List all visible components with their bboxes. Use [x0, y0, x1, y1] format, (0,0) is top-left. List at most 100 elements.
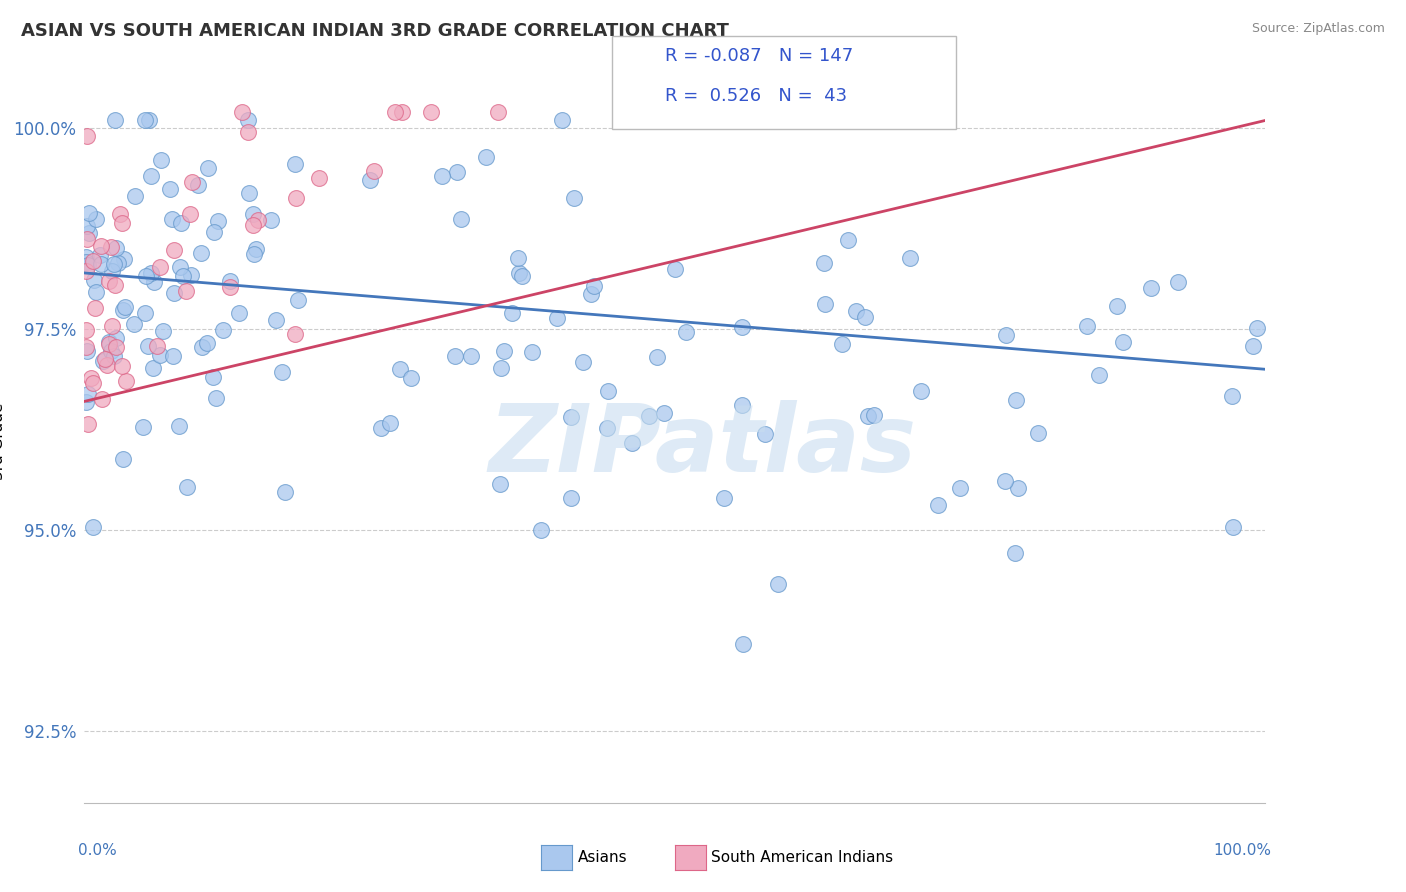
Point — [512, 269, 534, 284]
Point — [551, 113, 574, 128]
Point — [994, 327, 1017, 342]
Point — [475, 150, 498, 164]
Point — [713, 491, 735, 505]
Point — [77, 227, 100, 241]
Point — [180, 268, 202, 283]
Point — [308, 170, 330, 185]
Point — [149, 153, 172, 168]
Point — [77, 387, 100, 401]
Text: R =  0.526   N =  43: R = 0.526 N = 43 — [665, 87, 848, 105]
Point — [652, 406, 675, 420]
Point — [530, 524, 553, 538]
Point — [100, 240, 122, 254]
Point — [284, 327, 307, 342]
Point — [84, 212, 107, 227]
Point — [122, 317, 145, 331]
Point — [845, 303, 868, 318]
Point — [104, 278, 127, 293]
Point — [450, 212, 472, 227]
Point — [169, 260, 191, 275]
Point — [236, 125, 259, 139]
Point — [1140, 281, 1163, 295]
Point — [219, 280, 242, 294]
Point — [391, 105, 413, 120]
Point — [82, 519, 104, 533]
Point — [76, 219, 98, 233]
Point — [135, 269, 157, 284]
Point — [103, 349, 125, 363]
Point — [508, 266, 530, 280]
Point — [172, 268, 194, 283]
Point — [91, 392, 114, 407]
Point — [284, 157, 307, 171]
Point — [167, 418, 190, 433]
Point — [94, 351, 117, 366]
Point — [389, 362, 412, 376]
Point — [75, 394, 97, 409]
Text: 0.0%: 0.0% — [79, 843, 117, 857]
Point — [100, 264, 122, 278]
Point — [460, 349, 482, 363]
Point — [581, 287, 603, 301]
Point — [139, 266, 162, 280]
Point — [89, 247, 111, 261]
Point — [107, 256, 129, 270]
Y-axis label: 3rd Grade: 3rd Grade — [0, 403, 6, 480]
Point — [572, 355, 595, 369]
Point — [190, 246, 212, 260]
Text: Source: ZipAtlas.com: Source: ZipAtlas.com — [1251, 22, 1385, 36]
Point — [858, 409, 880, 424]
Point — [98, 335, 121, 350]
Point — [163, 285, 186, 300]
Point — [384, 105, 406, 120]
Point — [76, 128, 98, 143]
Point — [287, 293, 309, 307]
Point — [1004, 546, 1026, 560]
Point — [444, 349, 467, 363]
Point — [1076, 319, 1098, 334]
Point — [174, 284, 197, 298]
Point — [813, 256, 835, 270]
Point — [236, 113, 259, 128]
Point — [560, 491, 582, 505]
Point — [949, 481, 972, 495]
Point — [596, 421, 619, 435]
Text: 100.0%: 100.0% — [1213, 843, 1271, 857]
Point — [163, 243, 186, 257]
Point — [218, 275, 240, 289]
Point — [508, 252, 530, 266]
Point — [152, 325, 174, 339]
Point — [139, 169, 162, 183]
Point — [76, 343, 98, 358]
Point — [522, 345, 544, 359]
Point — [111, 303, 134, 318]
Point — [91, 353, 114, 368]
Point — [583, 279, 606, 293]
Point — [77, 206, 100, 220]
Point — [675, 325, 697, 339]
Point — [205, 391, 228, 405]
Point — [100, 344, 122, 359]
Point — [146, 339, 169, 353]
Text: South American Indians: South American Indians — [711, 850, 894, 864]
Text: Asians: Asians — [578, 850, 627, 864]
Point — [176, 480, 198, 494]
Point — [399, 371, 422, 385]
Point — [264, 312, 287, 326]
Point — [862, 408, 884, 422]
Point — [1167, 275, 1189, 289]
Point — [1026, 425, 1049, 440]
Point — [124, 189, 146, 203]
Point — [242, 207, 264, 221]
Point — [733, 638, 755, 652]
Point — [75, 264, 97, 278]
Point — [831, 336, 853, 351]
Point — [75, 251, 97, 265]
Point — [596, 384, 619, 398]
Point — [162, 212, 184, 227]
Point — [562, 191, 585, 205]
Point — [645, 351, 668, 365]
Point — [837, 233, 859, 247]
Point — [731, 398, 754, 412]
Point — [242, 246, 264, 260]
